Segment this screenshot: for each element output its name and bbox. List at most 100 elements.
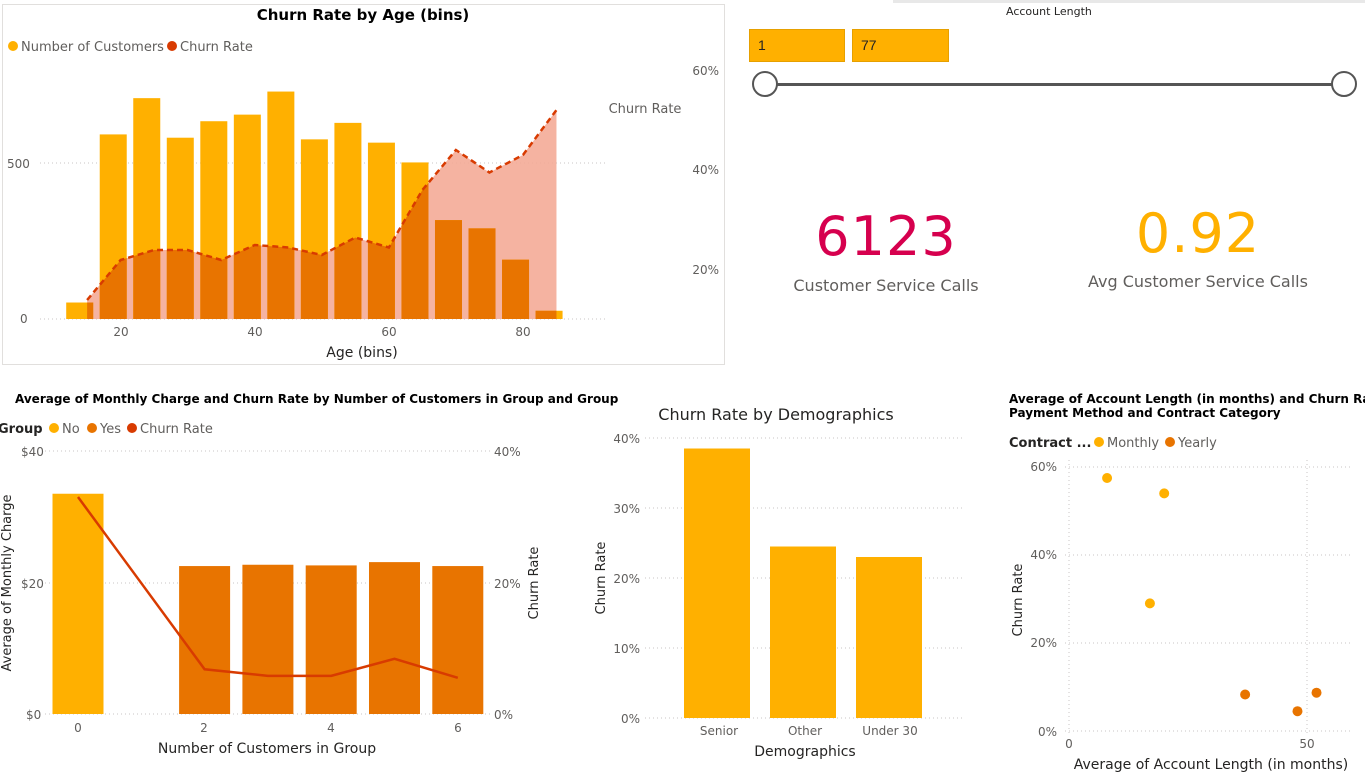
monthly-charge-bar[interactable] <box>179 566 231 714</box>
contract-legend-monthly-label: Monthly <box>1107 436 1159 451</box>
slicer-max-input[interactable]: 77 <box>852 29 949 62</box>
contract-legend-monthly-dot <box>1094 437 1104 447</box>
demographics-xtick-senior: Senior <box>700 724 738 738</box>
demographics-ytick-40: 40% <box>613 432 640 446</box>
demographics-ytick-10: 10% <box>613 642 640 656</box>
demographics-chart: Churn Rate by Demographics 40% 30% 20% 1… <box>594 405 965 760</box>
account-xtick-0: 0 <box>1065 737 1073 751</box>
monthly-charge-bar[interactable] <box>369 562 420 714</box>
account-length-chart: Average of Account Length (in months) an… <box>1009 392 1365 773</box>
demographics-ytick-30: 30% <box>613 502 640 516</box>
account-chart-gridlines <box>1065 460 1350 735</box>
group-legend-yes-label: Yes <box>99 422 121 437</box>
group-legend-churn-dot <box>127 423 137 433</box>
monthly-charge-bar[interactable] <box>52 493 104 714</box>
kpi-calls-value: 6123 <box>815 205 957 268</box>
legend-customers-dot <box>8 41 18 51</box>
customers-bar-overlap <box>468 228 496 319</box>
kpi-avg-calls-label: Avg Customer Service Calls <box>1088 272 1308 291</box>
age-chart-x-axis-title: Age (bins) <box>326 345 397 361</box>
account-x-axis-title: Average of Account Length (in months) <box>1074 757 1348 773</box>
group-chart-ytick-20: $20 <box>21 577 44 591</box>
demographics-y-axis-title: Churn Rate <box>594 542 609 615</box>
slicer-min-input[interactable]: 1 <box>749 29 845 62</box>
slicer-title: Account Length <box>1006 5 1092 18</box>
scatter-point-yearly[interactable] <box>1240 689 1251 700</box>
account-y-axis-title: Churn Rate <box>1011 564 1026 637</box>
age-chart-right-axis-title: Churn Rate <box>609 102 682 117</box>
group-chart-rtick-40: 40% <box>494 445 521 459</box>
age-chart-xtick-60: 60 <box>381 325 396 339</box>
customers-bar-overlap <box>502 259 530 319</box>
group-chart-xtick-2: 2 <box>200 721 208 735</box>
group-chart-ytick-40: $40 <box>21 445 44 459</box>
age-chart-rtick-40: 40% <box>692 163 719 177</box>
customers-bar[interactable] <box>66 302 94 319</box>
group-chart-y-axis-title: Average of Monthly Charge <box>0 494 15 671</box>
account-ytick-40: 40% <box>1030 548 1057 562</box>
age-chart: Churn Rate by Age (bins) Number of Custo… <box>7 6 719 361</box>
account-ytick-0: 0% <box>1038 725 1057 739</box>
scatter-point-monthly[interactable] <box>1144 598 1155 609</box>
age-chart-rtick-60: 60% <box>692 64 719 78</box>
demographics-ytick-20: 20% <box>613 572 640 586</box>
top-strip <box>893 0 1365 3</box>
scatter-point-monthly[interactable] <box>1102 473 1113 483</box>
group-legend-title: Group <box>0 422 43 437</box>
group-chart-right-axis-title: Churn Rate <box>527 547 542 620</box>
group-chart-churn-line <box>76 496 459 680</box>
group-chart: Average of Monthly Charge and Churn Rate… <box>0 392 619 757</box>
age-chart-xtick-20: 20 <box>113 325 128 339</box>
contract-legend-title: Contract ... <box>1009 436 1091 451</box>
slicer-max-handle[interactable] <box>1331 71 1357 97</box>
account-chart-title-line2: Payment Method and Contract Category <box>1009 406 1281 420</box>
group-legend-no-label: No <box>62 422 80 437</box>
demographics-bar[interactable] <box>770 546 836 719</box>
scatter-point-yearly[interactable] <box>1292 706 1303 717</box>
contract-legend-yearly-dot <box>1165 437 1175 447</box>
monthly-charge-bar[interactable] <box>242 564 294 714</box>
kpi-avg-calls-value: 0.92 <box>1135 202 1261 265</box>
group-chart-title: Average of Monthly Charge and Churn Rate… <box>15 392 619 406</box>
legend-churn-dot <box>167 41 177 51</box>
churn-rate-line[interactable] <box>86 109 558 301</box>
account-xtick-50: 50 <box>1299 737 1314 751</box>
slicer-track[interactable] <box>776 83 1336 86</box>
group-legend-no-dot <box>49 423 59 433</box>
demographics-xtick-under30: Under 30 <box>862 724 917 738</box>
slicer-min-handle[interactable] <box>752 71 778 97</box>
group-chart-xtick-4: 4 <box>327 721 335 735</box>
scatter-point-yearly[interactable] <box>1311 687 1322 698</box>
group-churn-line[interactable] <box>76 496 459 680</box>
demographics-chart-bars <box>684 448 922 719</box>
legend-churn-label: Churn Rate <box>180 40 253 55</box>
demographics-x-axis-title: Demographics <box>754 744 855 760</box>
demographics-bar[interactable] <box>684 448 750 719</box>
age-chart-xtick-40: 40 <box>247 325 262 339</box>
group-chart-bars <box>52 493 484 714</box>
demographics-bar[interactable] <box>856 557 922 718</box>
customers-bar-overlap <box>535 310 557 319</box>
group-chart-xtick-6: 6 <box>454 721 462 735</box>
contract-legend-yearly-label: Yearly <box>1177 436 1217 451</box>
demographics-chart-title: Churn Rate by Demographics <box>658 405 893 424</box>
group-chart-rtick-20: 20% <box>494 577 521 591</box>
demographics-ytick-0: 0% <box>621 712 640 726</box>
customers-bar-overlap <box>434 220 462 319</box>
group-legend-yes-dot <box>87 423 97 433</box>
age-chart-churn-line <box>86 109 558 301</box>
group-chart-ytick-0: $0 <box>26 708 41 722</box>
account-ytick-20: 20% <box>1030 636 1057 650</box>
monthly-charge-bar[interactable] <box>432 566 484 714</box>
age-chart-ytick-500: 500 <box>7 157 30 171</box>
age-chart-title: Churn Rate by Age (bins) <box>257 6 470 24</box>
group-legend-churn-label: Churn Rate <box>140 422 213 437</box>
kpi-calls-label: Customer Service Calls <box>793 276 979 295</box>
scatter-point-monthly[interactable] <box>1159 488 1170 499</box>
legend-customers-label: Number of Customers <box>21 40 164 55</box>
customers-bar-overlap <box>87 302 94 319</box>
monthly-charge-bar[interactable] <box>305 565 357 714</box>
account-chart-points <box>1102 473 1322 717</box>
group-chart-xtick-0: 0 <box>74 721 82 735</box>
